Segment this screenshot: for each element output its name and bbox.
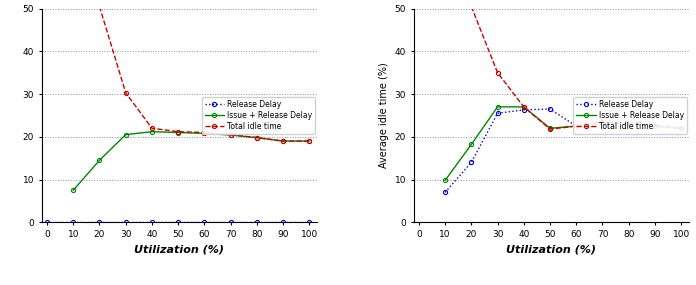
Legend: Release Delay, Issue + Release Delay, Total idle time: Release Delay, Issue + Release Delay, To… <box>202 97 315 134</box>
Y-axis label: Average idle time (%): Average idle time (%) <box>379 62 389 168</box>
Legend: Release Delay, Issue + Release Delay, Total idle time: Release Delay, Issue + Release Delay, To… <box>574 97 687 134</box>
X-axis label: Utilization (%): Utilization (%) <box>506 245 596 255</box>
X-axis label: Utilization (%): Utilization (%) <box>134 245 225 255</box>
